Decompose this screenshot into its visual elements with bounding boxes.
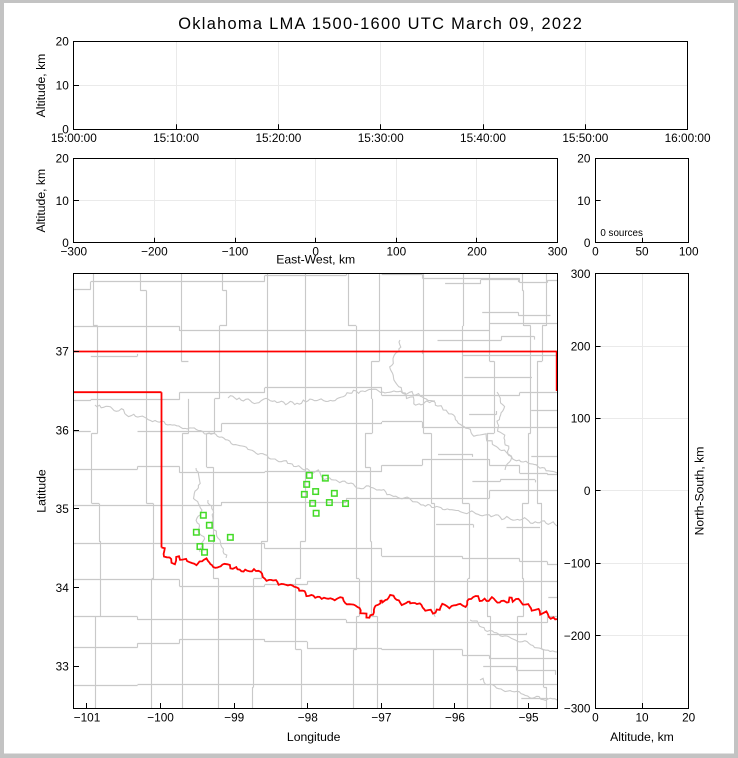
svg-text:−95: −95 (519, 711, 539, 725)
svg-text:Oklahoma LMA 1500-1600 UTC Mar: Oklahoma LMA 1500-1600 UTC March 09, 202… (178, 15, 583, 33)
svg-text:200: 200 (467, 245, 487, 259)
svg-text:−100: −100 (222, 245, 249, 259)
svg-text:0 sources: 0 sources (600, 228, 643, 239)
svg-text:10: 10 (56, 79, 70, 93)
svg-text:0: 0 (592, 711, 599, 725)
svg-text:0: 0 (62, 236, 69, 250)
svg-text:16:00:00: 16:00:00 (665, 131, 711, 145)
svg-text:300: 300 (571, 267, 591, 281)
svg-text:−100: −100 (147, 711, 174, 725)
svg-text:−99: −99 (224, 711, 244, 725)
svg-text:100: 100 (571, 412, 591, 426)
svg-text:−300: −300 (61, 245, 88, 259)
svg-text:−101: −101 (74, 711, 101, 725)
svg-text:10: 10 (577, 194, 591, 208)
svg-text:10: 10 (635, 711, 649, 725)
svg-text:−100: −100 (564, 557, 591, 571)
svg-text:−98: −98 (298, 711, 318, 725)
svg-text:37: 37 (56, 345, 69, 359)
svg-text:50: 50 (635, 245, 649, 259)
svg-text:Altitude, km: Altitude, km (34, 169, 48, 233)
svg-text:100: 100 (679, 245, 699, 259)
svg-text:35: 35 (56, 502, 70, 516)
svg-text:100: 100 (386, 245, 406, 259)
svg-text:−200: −200 (141, 245, 168, 259)
svg-text:0: 0 (584, 236, 591, 250)
svg-text:−300: −300 (564, 701, 591, 715)
svg-text:East-West, km: East-West, km (276, 253, 355, 267)
svg-text:20: 20 (682, 711, 696, 725)
svg-text:15:10:00: 15:10:00 (153, 131, 199, 145)
svg-text:Latitude: Latitude (35, 469, 49, 513)
svg-text:15:50:00: 15:50:00 (562, 131, 608, 145)
svg-text:0: 0 (62, 123, 69, 137)
svg-text:0: 0 (584, 484, 591, 498)
svg-text:0: 0 (592, 245, 599, 259)
svg-text:36: 36 (56, 423, 70, 437)
svg-text:Longitude: Longitude (287, 730, 341, 744)
svg-text:Altitude, km: Altitude, km (610, 730, 674, 744)
svg-text:34: 34 (56, 581, 70, 595)
svg-text:15:40:00: 15:40:00 (460, 131, 506, 145)
svg-text:0: 0 (312, 245, 319, 259)
svg-text:20: 20 (577, 152, 591, 166)
svg-text:300: 300 (548, 245, 568, 259)
svg-text:15:20:00: 15:20:00 (255, 131, 301, 145)
svg-text:20: 20 (56, 152, 70, 166)
svg-text:−200: −200 (564, 629, 591, 643)
svg-text:15:00:00: 15:00:00 (51, 131, 97, 145)
svg-text:−96: −96 (445, 711, 465, 725)
svg-text:20: 20 (56, 35, 70, 49)
svg-text:33: 33 (56, 660, 70, 674)
svg-text:200: 200 (571, 339, 591, 353)
svg-text:10: 10 (56, 194, 70, 208)
svg-text:−97: −97 (371, 711, 391, 725)
svg-text:North-South, km: North-South, km (693, 447, 707, 536)
svg-text:15:30:00: 15:30:00 (358, 131, 404, 145)
svg-text:Altitude, km: Altitude, km (34, 54, 48, 118)
